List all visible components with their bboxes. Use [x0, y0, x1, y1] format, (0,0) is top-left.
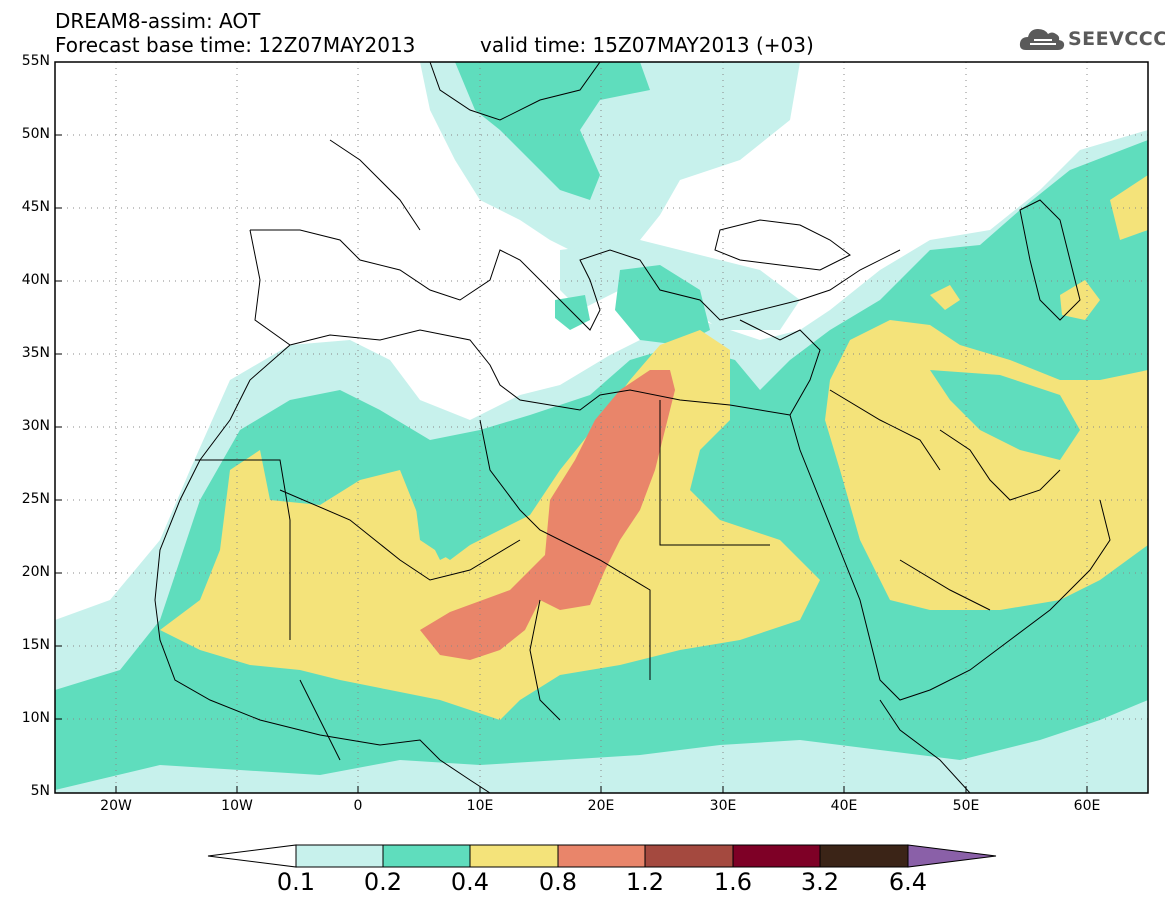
- colorbar-label: 1.6: [713, 868, 753, 896]
- colorbar-label: 0.8: [538, 868, 578, 896]
- cloud-icon: [1019, 29, 1065, 50]
- lon-label: 0: [353, 798, 363, 814]
- lat-label: 5N: [30, 783, 50, 799]
- coastlines: [154, 62, 1111, 793]
- logo-text: SEEVCCC: [1068, 28, 1165, 50]
- lon-label: 50E: [952, 798, 980, 814]
- lon-label: 20E: [587, 798, 615, 814]
- colorbar-label: 0.2: [363, 868, 403, 896]
- seevccc-logo: SEEVCCC: [1018, 22, 1165, 56]
- lon-label: 20W: [100, 798, 132, 814]
- lat-label: 40N: [21, 272, 50, 288]
- aot-field-medium-arabia: [825, 320, 1148, 610]
- lat-label: 50N: [21, 126, 50, 142]
- grid-lines: [55, 62, 1148, 793]
- lon-label: 40E: [830, 798, 858, 814]
- axis-ticks: [55, 134, 1088, 793]
- lat-label: 15N: [21, 637, 50, 653]
- lat-label: 55N: [21, 53, 50, 69]
- lon-label: 10E: [466, 798, 494, 814]
- lat-label: 30N: [21, 418, 50, 434]
- colorbar-label: 0.1: [276, 868, 316, 896]
- lat-label: 20N: [21, 564, 50, 580]
- lon-label: 60E: [1073, 798, 1101, 814]
- aot-field-low-central-europe: [455, 62, 650, 200]
- colorbar-label: 3.2: [800, 868, 840, 896]
- lon-label: 30E: [709, 798, 737, 814]
- aot-field-medium-turkey: [930, 285, 960, 310]
- lat-label: 45N: [21, 199, 50, 215]
- lon-label: 10W: [221, 798, 253, 814]
- colorbar-label: 1.2: [625, 868, 665, 896]
- lat-label: 10N: [21, 710, 50, 726]
- lat-label: 35N: [21, 345, 50, 361]
- chart-title: DREAM8-assim: AOT: [55, 9, 261, 33]
- lat-label: 25N: [21, 491, 50, 507]
- valid-time: valid time: 15Z07MAY2013 (+03): [480, 33, 814, 57]
- colorbar-label: 6.4: [888, 868, 928, 896]
- aot-field-high-plume: [420, 370, 675, 660]
- forecast-base-time: Forecast base time: 12Z07MAY2013: [55, 33, 416, 57]
- aot-field-low-chad: [415, 470, 490, 560]
- aot-field-low-gulf: [930, 370, 1080, 460]
- colorbar-label: 0.4: [450, 868, 490, 896]
- aot-field-low-aegean: [615, 265, 710, 345]
